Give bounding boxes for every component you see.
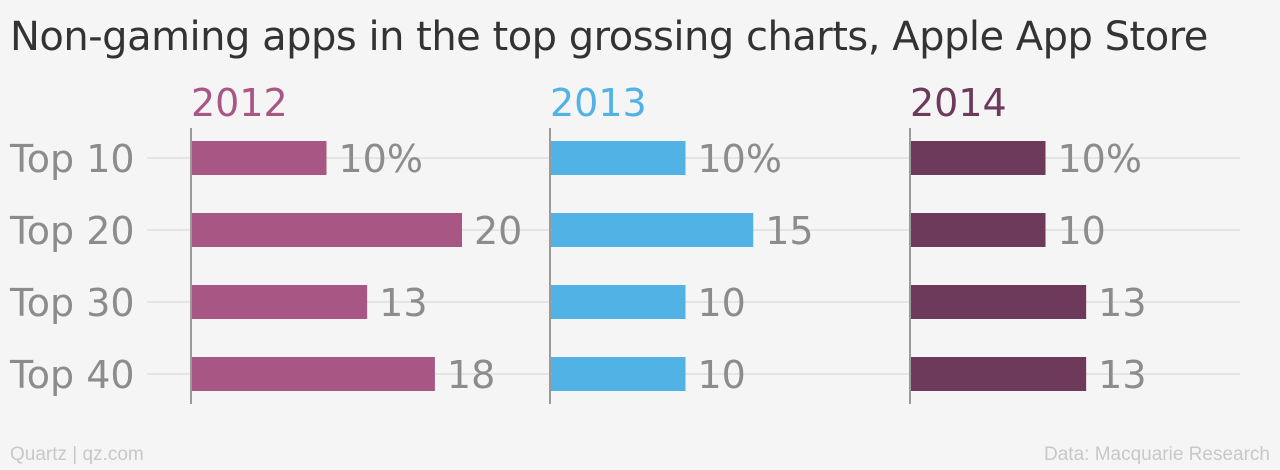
row-label: Top 40 bbox=[9, 353, 135, 397]
data-label: 15 bbox=[765, 209, 813, 253]
data-label: 10 bbox=[698, 281, 746, 325]
bar bbox=[191, 285, 368, 319]
bar bbox=[191, 357, 435, 391]
source-credit: Quartz | qz.com bbox=[10, 444, 144, 465]
bar bbox=[550, 357, 686, 391]
bar bbox=[191, 213, 462, 247]
bar bbox=[910, 213, 1046, 247]
data-label: 13 bbox=[379, 281, 427, 325]
row-label: Top 20 bbox=[9, 209, 135, 253]
bar bbox=[910, 357, 1087, 391]
data-label: 13 bbox=[1098, 353, 1146, 397]
data-label: 13 bbox=[1098, 281, 1146, 325]
bar bbox=[550, 285, 686, 319]
bar bbox=[191, 141, 327, 175]
data-label: 10% bbox=[339, 137, 423, 181]
data-label: 18 bbox=[447, 353, 495, 397]
data-label: 10% bbox=[1058, 137, 1142, 181]
row-label: Top 30 bbox=[9, 281, 135, 325]
bar bbox=[550, 213, 754, 247]
bar bbox=[910, 141, 1046, 175]
row-label: Top 10 bbox=[9, 137, 135, 181]
panel-title: 2013 bbox=[550, 81, 647, 125]
panel-title: 2012 bbox=[191, 81, 288, 125]
bar bbox=[910, 285, 1087, 319]
panel-title: 2014 bbox=[910, 81, 1007, 125]
data-label: 10 bbox=[1058, 209, 1106, 253]
data-label: 10% bbox=[698, 137, 782, 181]
data-label: 20 bbox=[474, 209, 522, 253]
data-label: 10 bbox=[698, 353, 746, 397]
data-source: Data: Macquarie Research bbox=[1044, 444, 1270, 465]
bar bbox=[550, 141, 686, 175]
chart-title: Non-gaming apps in the top grossing char… bbox=[10, 14, 1208, 60]
